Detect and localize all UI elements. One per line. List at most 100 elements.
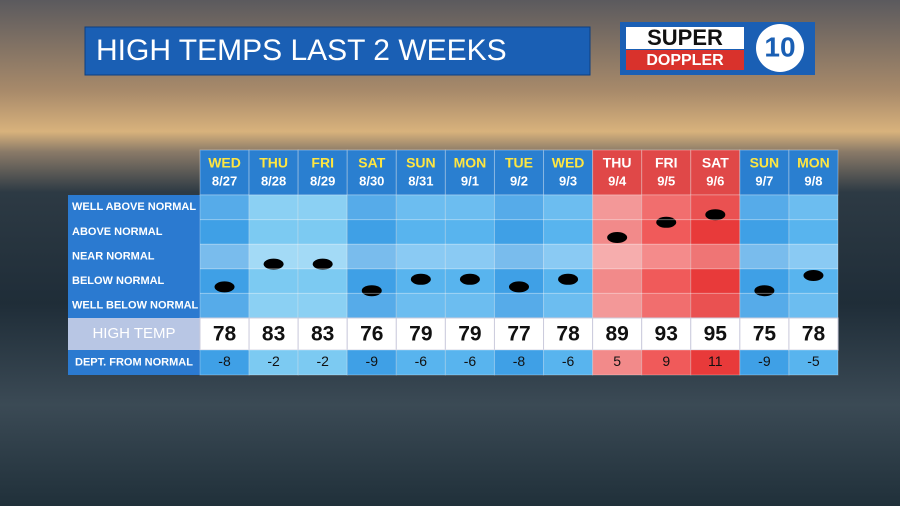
header-cell	[788, 149, 839, 196]
row-shade	[543, 244, 593, 269]
date-label: 8/28	[261, 173, 286, 188]
high-temp: 95	[704, 323, 728, 346]
logo-circle	[756, 24, 804, 72]
row-shade	[641, 195, 691, 220]
high-temp: 75	[753, 323, 777, 346]
high-temp: 83	[311, 323, 334, 346]
header-cell	[739, 149, 790, 196]
title: HIGH TEMPS LAST 2 WEEKS	[96, 34, 507, 67]
high-label: HIGH TEMP	[92, 325, 175, 342]
header-cell	[248, 149, 299, 196]
date-label: 9/8	[804, 173, 822, 188]
high-cell	[739, 317, 790, 351]
row-shade	[347, 244, 397, 269]
day-label: THU	[603, 155, 632, 171]
dept-cell	[592, 349, 643, 376]
day-label: TUE	[505, 155, 533, 171]
day-label: WED	[552, 155, 585, 171]
row-shade	[298, 293, 348, 318]
row-label: WELL BELOW NORMAL	[72, 300, 199, 312]
date-label: 8/27	[212, 173, 237, 188]
temp-dot	[214, 281, 235, 293]
dept-value: -9	[366, 353, 379, 369]
dept-label-cell	[68, 350, 200, 375]
temp-dot	[558, 273, 579, 285]
date-label: 9/3	[559, 173, 577, 188]
dept-cell	[788, 349, 839, 376]
row-shade	[739, 244, 789, 269]
high-temp: 76	[360, 323, 383, 346]
day-label: SAT	[358, 155, 385, 171]
temp-dot	[509, 281, 529, 293]
date-label: 8/31	[408, 173, 433, 188]
row-shade	[298, 195, 348, 220]
label-column	[68, 195, 200, 318]
header-cell	[543, 149, 594, 196]
high-temp: 77	[507, 323, 530, 346]
dept-cell	[444, 349, 495, 376]
column-band	[346, 194, 397, 319]
day-label: THU	[259, 155, 288, 171]
column-band	[739, 194, 790, 319]
high-temp: 79	[458, 323, 481, 346]
high-cell	[444, 317, 495, 351]
day-label: FRI	[655, 155, 678, 171]
header-cell	[444, 149, 495, 196]
column-band	[248, 194, 299, 319]
dept-cell	[690, 349, 741, 376]
row-shade	[788, 195, 838, 220]
day-label: SAT	[702, 155, 729, 171]
date-label: 8/30	[359, 173, 384, 188]
dept-value: -8	[513, 353, 526, 369]
dept-value: -6	[464, 353, 477, 369]
row-shade	[445, 244, 495, 269]
logo-number: 10	[764, 31, 795, 62]
high-temp: 78	[802, 323, 826, 346]
logo-doppler: DOPPLER	[646, 52, 724, 69]
dept-cell	[346, 349, 397, 376]
date-label: 9/2	[510, 173, 528, 188]
temp-dot	[656, 216, 677, 228]
row-label: WELL ABOVE NORMAL	[72, 201, 196, 213]
row-shade	[690, 244, 740, 269]
row-shade	[494, 195, 544, 220]
date-label: 9/1	[461, 173, 479, 188]
row-shade	[543, 293, 593, 318]
temp-dot	[361, 285, 382, 297]
row-shade	[347, 293, 397, 318]
temp-dot	[705, 209, 726, 221]
row-shade	[543, 195, 593, 220]
row-shade	[788, 293, 838, 318]
temp-dot	[459, 273, 480, 285]
day-label: MON	[797, 155, 830, 171]
high-cell	[690, 317, 741, 351]
header-cell	[297, 149, 348, 196]
header-cell	[493, 149, 545, 196]
row-shade	[396, 293, 446, 318]
dept-value: -2	[316, 353, 329, 369]
date-label: 9/5	[657, 173, 675, 188]
column-band	[297, 194, 348, 319]
dept-value: -6	[415, 353, 428, 369]
date-label: 8/29	[310, 173, 335, 188]
row-shade	[396, 244, 446, 269]
high-temp: 78	[556, 323, 580, 346]
dept-cell	[739, 349, 790, 376]
dept-value: -2	[267, 353, 280, 369]
column-band	[493, 194, 545, 319]
high-temp: 93	[655, 323, 678, 346]
row-shade	[592, 195, 642, 220]
dept-cell	[297, 349, 348, 376]
row-shade	[641, 244, 691, 269]
high-temp: 89	[605, 323, 628, 346]
row-shade	[592, 293, 642, 318]
dept-value: 11	[708, 353, 723, 369]
row-shade	[788, 244, 838, 269]
day-label: SUN	[750, 155, 780, 171]
dept-value: -6	[562, 353, 575, 369]
logo-bottom	[626, 50, 744, 70]
dept-cell	[395, 349, 446, 376]
high-cell	[248, 317, 299, 351]
